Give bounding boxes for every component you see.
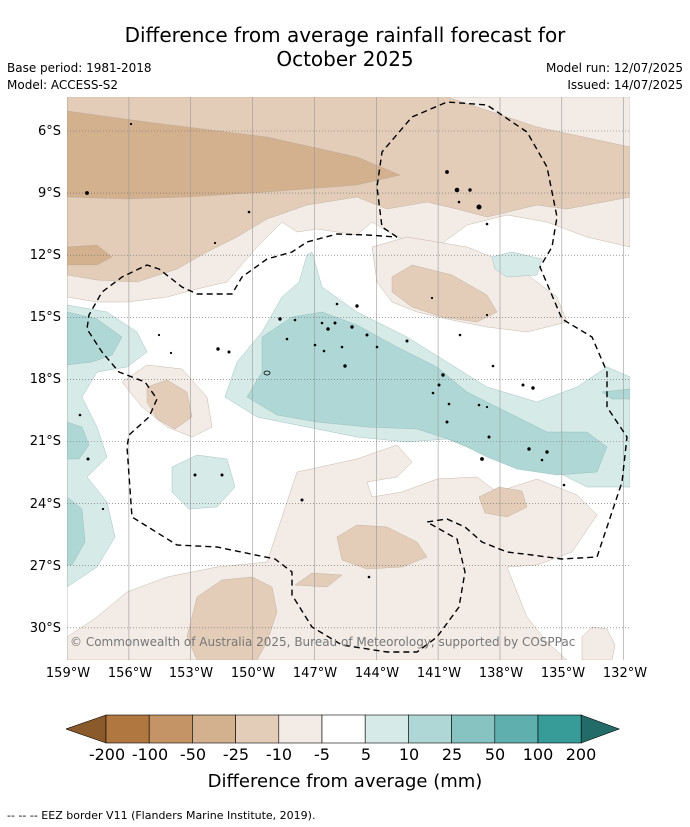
colorbar-swatch — [148, 714, 193, 744]
lon-label: 159°W — [45, 666, 91, 681]
eez-legend-text: -- -- -- EEZ border V11 (Flanders Marine… — [7, 809, 316, 822]
anomaly-region-wet-ne — [491, 251, 543, 278]
colorbar-low-extend — [66, 714, 107, 744]
anomaly-region-dry-south-10c — [294, 572, 343, 588]
anomaly-region-wet-west-10b — [67, 421, 90, 460]
colorbar-high-extend — [580, 714, 621, 744]
map-gridlines — [67, 97, 630, 660]
lon-label: 141°W — [416, 666, 462, 681]
lon-label: 150°W — [230, 666, 276, 681]
anomaly-region-dry-south-10a — [186, 576, 278, 660]
island-rarotonga — [263, 370, 271, 376]
colorbar-swatch — [537, 714, 582, 744]
model-text: Model: ACCESS-S2 — [7, 78, 119, 92]
colorbar-swatch — [494, 714, 539, 744]
meta-right: Model run: 12/07/2025 Issued: 14/07/2025 — [546, 60, 683, 94]
map-title-line2: October 2025 — [276, 47, 414, 71]
colorbar-tick-label: -200 — [88, 745, 126, 764]
lon-label: 153°W — [168, 666, 214, 681]
colorbar-swatch — [364, 714, 409, 744]
anomaly-region-dry-south-5b — [581, 626, 616, 660]
anomaly-region-dry-west-10 — [146, 379, 193, 430]
colorbar-swatch — [105, 714, 150, 744]
lat-label: 21°S — [29, 434, 61, 449]
anomaly-region-wet-west-10 — [67, 311, 123, 366]
colorbar-tick-label: 25 — [441, 745, 463, 764]
anomaly-region-wet-10 — [246, 311, 608, 476]
map-title: Difference from average rainfall forecas… — [0, 23, 690, 71]
colorbar-tick-label: 200 — [565, 745, 597, 764]
colorbar-tick-label: 100 — [522, 745, 554, 764]
lat-label: 15°S — [29, 310, 61, 325]
colorbar-tick-label: -5 — [314, 745, 330, 764]
lat-label: 6°S — [37, 124, 61, 139]
anomaly-region-dry-sw — [67, 244, 113, 266]
lon-label: 138°W — [478, 666, 524, 681]
anomaly-region-dry-south-10d — [478, 486, 528, 518]
colorbar — [66, 714, 621, 744]
anomaly-region-wet-east — [601, 388, 630, 400]
lat-label: 24°S — [29, 497, 61, 512]
anomaly-region-dry-south-10b — [336, 524, 428, 570]
lon-label: 135°W — [540, 666, 586, 681]
anomaly-region-wet-west-5 — [67, 304, 148, 588]
rainfall-map: © Commonwealth of Australia 2025, Bureau… — [67, 97, 630, 660]
colorbar-swatch — [192, 714, 236, 744]
colorbar-tick-label: -10 — [265, 745, 293, 764]
lon-label: 132°W — [602, 666, 648, 681]
lon-label: 147°W — [292, 666, 338, 681]
model-run-text: Model run: 12/07/2025 — [545, 61, 683, 75]
lat-label: 12°S — [29, 248, 61, 263]
colorbar-tick-label: 10 — [398, 745, 420, 764]
lat-label: 27°S — [29, 559, 61, 574]
colorbar-title: Difference from average (mm) — [207, 771, 483, 792]
anomaly-region-wet-center — [171, 454, 236, 510]
lon-label: 156°W — [107, 666, 153, 681]
colorbar-tick-label: -50 — [179, 745, 207, 764]
lat-label: 30°S — [29, 621, 61, 636]
anomaly-region-wet-west-10c — [67, 496, 86, 566]
issued-text: Issued: 14/07/2025 — [567, 78, 683, 92]
lat-label: 18°S — [29, 372, 61, 387]
anomaly-region-dry-25 — [67, 110, 401, 200]
colorbar-tick-label: 50 — [484, 745, 506, 764]
lon-label: 144°W — [354, 666, 400, 681]
colorbar-swatch — [408, 714, 452, 744]
map-title-line1: Difference from average rainfall forecas… — [124, 23, 566, 47]
colorbar-tick-label: 5 — [360, 745, 372, 764]
eez-border — [86, 101, 628, 653]
base-period-text: Base period: 1981-2018 — [7, 61, 152, 75]
copyright-text: © Commonwealth of Australia 2025, Bureau… — [70, 635, 575, 649]
colorbar-tick-label: -25 — [222, 745, 250, 764]
island-markers — [78, 122, 566, 579]
colorbar-swatch — [235, 714, 280, 744]
colorbar-swatch — [321, 714, 366, 744]
lat-label: 9°S — [37, 186, 61, 201]
meta-left: Base period: 1981-2018 Model: ACCESS-S2 — [7, 60, 152, 94]
colorbar-swatch — [278, 714, 323, 744]
colorbar-tick-label: -100 — [131, 745, 169, 764]
colorbar-swatch — [451, 714, 496, 744]
